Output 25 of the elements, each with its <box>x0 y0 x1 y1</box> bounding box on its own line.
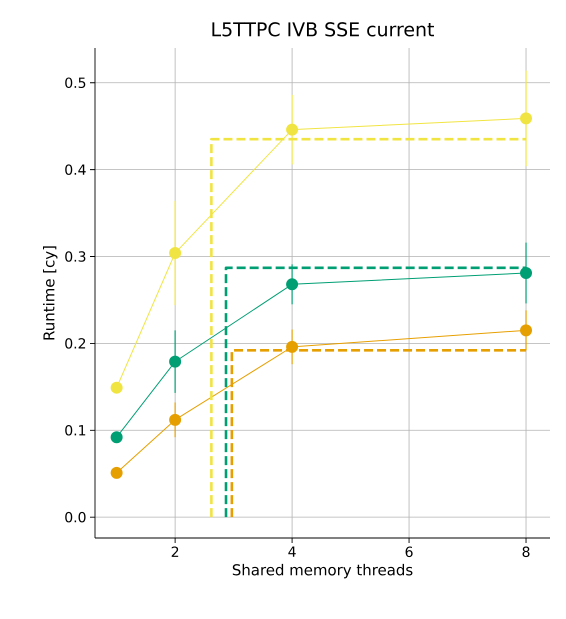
x-tick-label: 2 <box>172 546 178 557</box>
x-tick-label: 8 <box>522 546 530 558</box>
point <box>110 382 123 394</box>
y-tick-label: 0.3 <box>65 251 86 262</box>
point <box>110 466 123 479</box>
y-tick-label: 0.4 <box>65 164 86 175</box>
point <box>286 340 298 353</box>
y-tick-label: 0.2 <box>65 338 86 349</box>
y-tick-label: 0.1 <box>65 424 86 436</box>
chart-title: L5TTPC IVB SSE current <box>212 22 434 36</box>
y-tick-label: 0.5 <box>65 77 86 88</box>
point <box>169 356 182 368</box>
x-tick-label: 6 <box>406 546 413 558</box>
point <box>110 431 123 444</box>
x-tick-label: 4 <box>288 546 296 557</box>
y-axis-title: Runtime [cy] <box>43 246 58 340</box>
point <box>520 267 532 280</box>
point <box>286 278 298 290</box>
point <box>286 124 298 136</box>
x-axis-title: Shared memory threads <box>232 564 412 578</box>
y-tick-label: 0.0 <box>65 512 86 522</box>
point <box>169 414 182 426</box>
point <box>520 324 532 336</box>
point <box>169 247 182 260</box>
point <box>520 112 532 124</box>
